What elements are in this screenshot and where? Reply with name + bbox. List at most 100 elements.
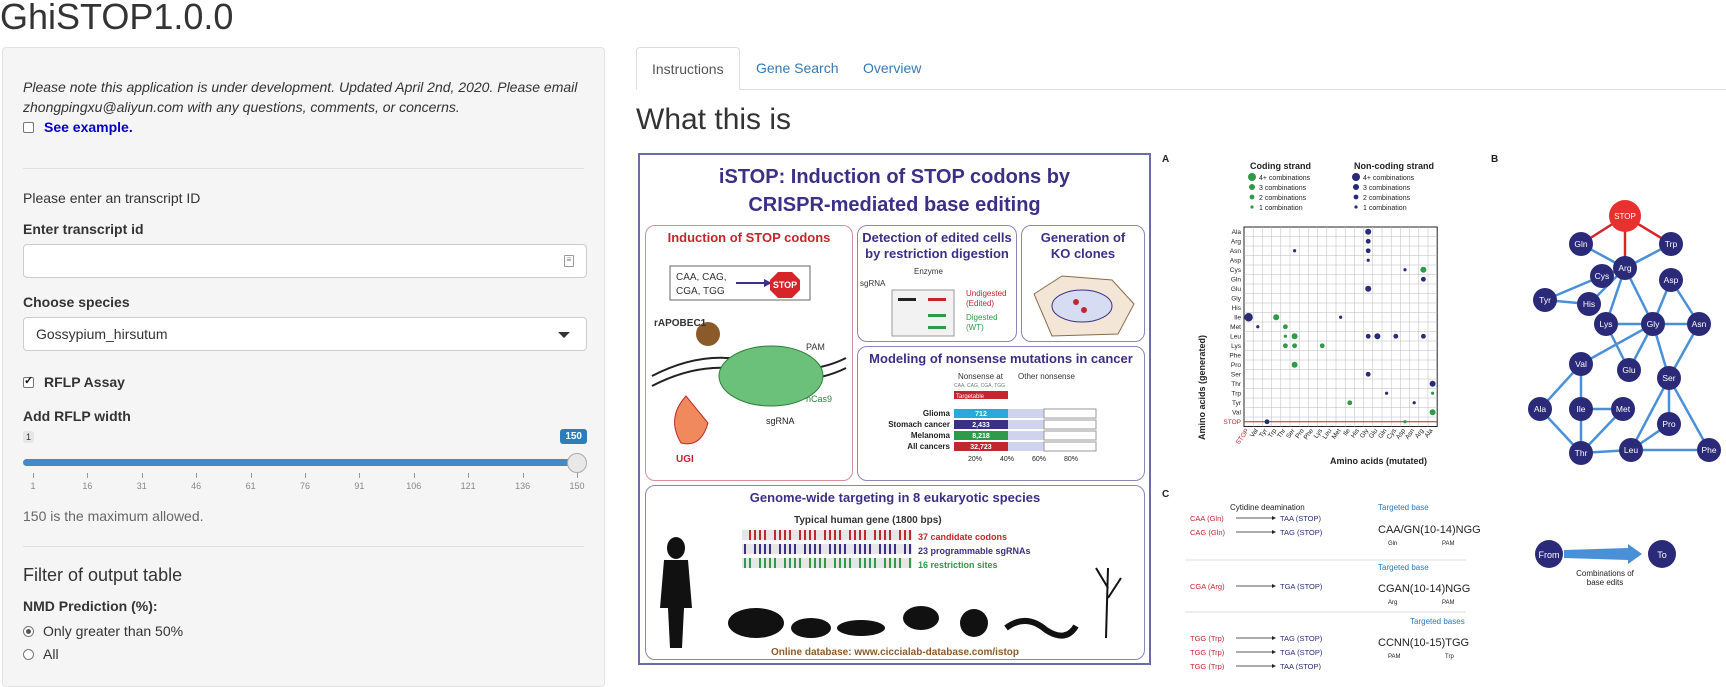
combination-dot	[1403, 268, 1407, 272]
combination-dot	[1403, 420, 1407, 424]
network-node	[1659, 268, 1683, 292]
network-node	[1619, 438, 1643, 462]
svg-text:From: From	[1539, 550, 1560, 560]
network-node	[1569, 232, 1593, 256]
grid-frame	[1243, 226, 1438, 427]
network-node	[1569, 397, 1593, 421]
transcript-input[interactable]: ≡	[23, 244, 587, 278]
network-edge	[1580, 322, 1654, 366]
nmd-option-all[interactable]: All	[23, 646, 59, 662]
codon-from: CAA (Gln)	[1190, 514, 1224, 523]
slider-value-badge: 150	[560, 429, 587, 444]
rflp-assay-checkbox[interactable]	[23, 374, 34, 388]
ugi-label: UGI	[676, 454, 694, 465]
network-node	[1687, 312, 1711, 336]
combination-dot	[1365, 285, 1372, 292]
svg-text:Gln: Gln	[1388, 541, 1397, 547]
svg-text:To: To	[1657, 550, 1667, 560]
y-tick-label: Ser	[1231, 372, 1242, 379]
y-tick-label: Cys	[1230, 267, 1242, 274]
cancer-bar-other	[1008, 420, 1044, 429]
tab-instructions[interactable]: Instructions	[636, 47, 740, 90]
panel-induction: Induction of STOP codons CAA, CAG, CGA, …	[645, 225, 853, 481]
gene-mark	[834, 558, 836, 568]
combination-dot	[1412, 401, 1416, 405]
gene-mark	[744, 558, 746, 568]
gene-mark	[759, 530, 761, 540]
svg-text:Undigested: Undigested	[966, 289, 1006, 298]
gene-mark	[864, 544, 866, 554]
gene-mark	[774, 558, 776, 568]
autofill-icon: ≡	[564, 255, 574, 267]
codon-from: CGA (Arg)	[1190, 582, 1225, 591]
combination-dot	[1385, 391, 1389, 395]
nmd-option-label: Only greater than 50%	[43, 623, 184, 639]
tab-overview[interactable]: Overview	[863, 60, 922, 76]
gene-mark	[899, 530, 901, 540]
slider-min-badge: 1	[23, 431, 35, 443]
svg-text:PAM: PAM	[1442, 541, 1455, 547]
rapobec-label: rAPOBEC1	[654, 318, 707, 329]
gene-mark	[784, 530, 786, 540]
gene-mark	[864, 558, 866, 568]
codon-from: TGG (Trp)	[1190, 634, 1225, 643]
panel-nonsense-title: Modeling of nonsense mutations in cancer	[869, 351, 1133, 366]
network-node	[1528, 397, 1552, 421]
combination-dot	[1291, 333, 1298, 340]
nmd-option-greater-50[interactable]: Only greater than 50%	[23, 623, 183, 639]
tab-gene-search[interactable]: Gene Search	[756, 60, 839, 76]
x-tick-label: STOP	[1235, 428, 1251, 446]
panel-nonsense: Modeling of nonsense mutations in cancer…	[857, 346, 1145, 481]
nmd-radio-greater-50[interactable]	[23, 625, 34, 637]
combination-dot	[1283, 324, 1288, 330]
species-select[interactable]: Gossypium_hirsutum	[23, 317, 587, 351]
gene-track	[742, 558, 912, 568]
gene-mark	[759, 544, 761, 554]
panel-genome-wide: Genome-wide targeting in 8 eukaryotic sp…	[645, 485, 1145, 660]
codons-line1: CAA, CAG,	[676, 272, 727, 283]
tab-bar: Instructions Gene Search Overview	[636, 47, 1726, 90]
svg-text:(WT): (WT)	[966, 323, 984, 332]
combination-dot	[1291, 361, 1298, 368]
slider-tick-label: 31	[136, 481, 147, 491]
gene-mark	[784, 558, 786, 568]
cancer-label: Glioma	[923, 409, 951, 418]
rflp-width-slider[interactable]: 1 150 1 16 31 46 61 76 91 106 121 136 150	[23, 429, 587, 491]
gene-mark	[869, 544, 871, 554]
pam-label: PAM	[806, 342, 825, 352]
combination-dot	[1264, 419, 1270, 425]
cell-diagram	[1033, 275, 1135, 337]
rflp-assay-row[interactable]: RFLP Assay	[23, 374, 125, 390]
codon-to: TAG (STOP)	[1280, 528, 1323, 537]
see-example-link[interactable]: See example.	[44, 119, 133, 135]
y-tick-label: Arg	[1231, 239, 1242, 246]
cancer-bar	[954, 420, 1008, 429]
network-edge	[1667, 377, 1711, 451]
codon-to: TAA (STOP)	[1280, 514, 1321, 523]
combination-dot	[1431, 391, 1435, 395]
network-node-label: Phe	[1701, 445, 1716, 455]
istop-graphical-abstract: iSTOP: Induction of STOP codons by CRISP…	[638, 153, 1151, 665]
gene-mark	[799, 558, 801, 568]
slider-track[interactable]	[23, 459, 577, 466]
gene-mark	[829, 544, 831, 554]
cancer-bar	[954, 431, 1008, 440]
see-example-row[interactable]: See example.	[23, 119, 133, 135]
gene-mark	[814, 530, 816, 540]
see-example-checkbox[interactable]	[23, 121, 34, 133]
slider-handle[interactable]	[567, 453, 587, 473]
gene-mark	[789, 544, 791, 554]
network-node-label: Gly	[1647, 319, 1661, 329]
max-allowed-note: 150 is the maximum allowed.	[23, 508, 204, 524]
network-node-label: Leu	[1624, 445, 1638, 455]
gene-mark	[894, 544, 896, 554]
y-tick-label: Thr	[1231, 381, 1242, 388]
network-node-label: Trp	[1665, 239, 1678, 249]
combination-dot	[1339, 315, 1343, 319]
percent-tick: 20%	[968, 456, 982, 463]
nmd-radio-all[interactable]	[23, 648, 34, 660]
targeted-base-label: Targeted base	[1378, 503, 1429, 512]
gene-mark	[839, 544, 841, 554]
gene-mark	[809, 544, 811, 554]
targeted-base-label: Targeted base	[1378, 563, 1429, 572]
